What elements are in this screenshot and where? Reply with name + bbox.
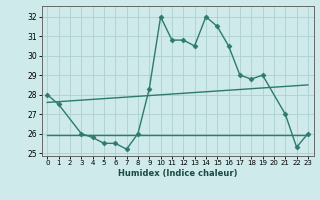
X-axis label: Humidex (Indice chaleur): Humidex (Indice chaleur) <box>118 169 237 178</box>
